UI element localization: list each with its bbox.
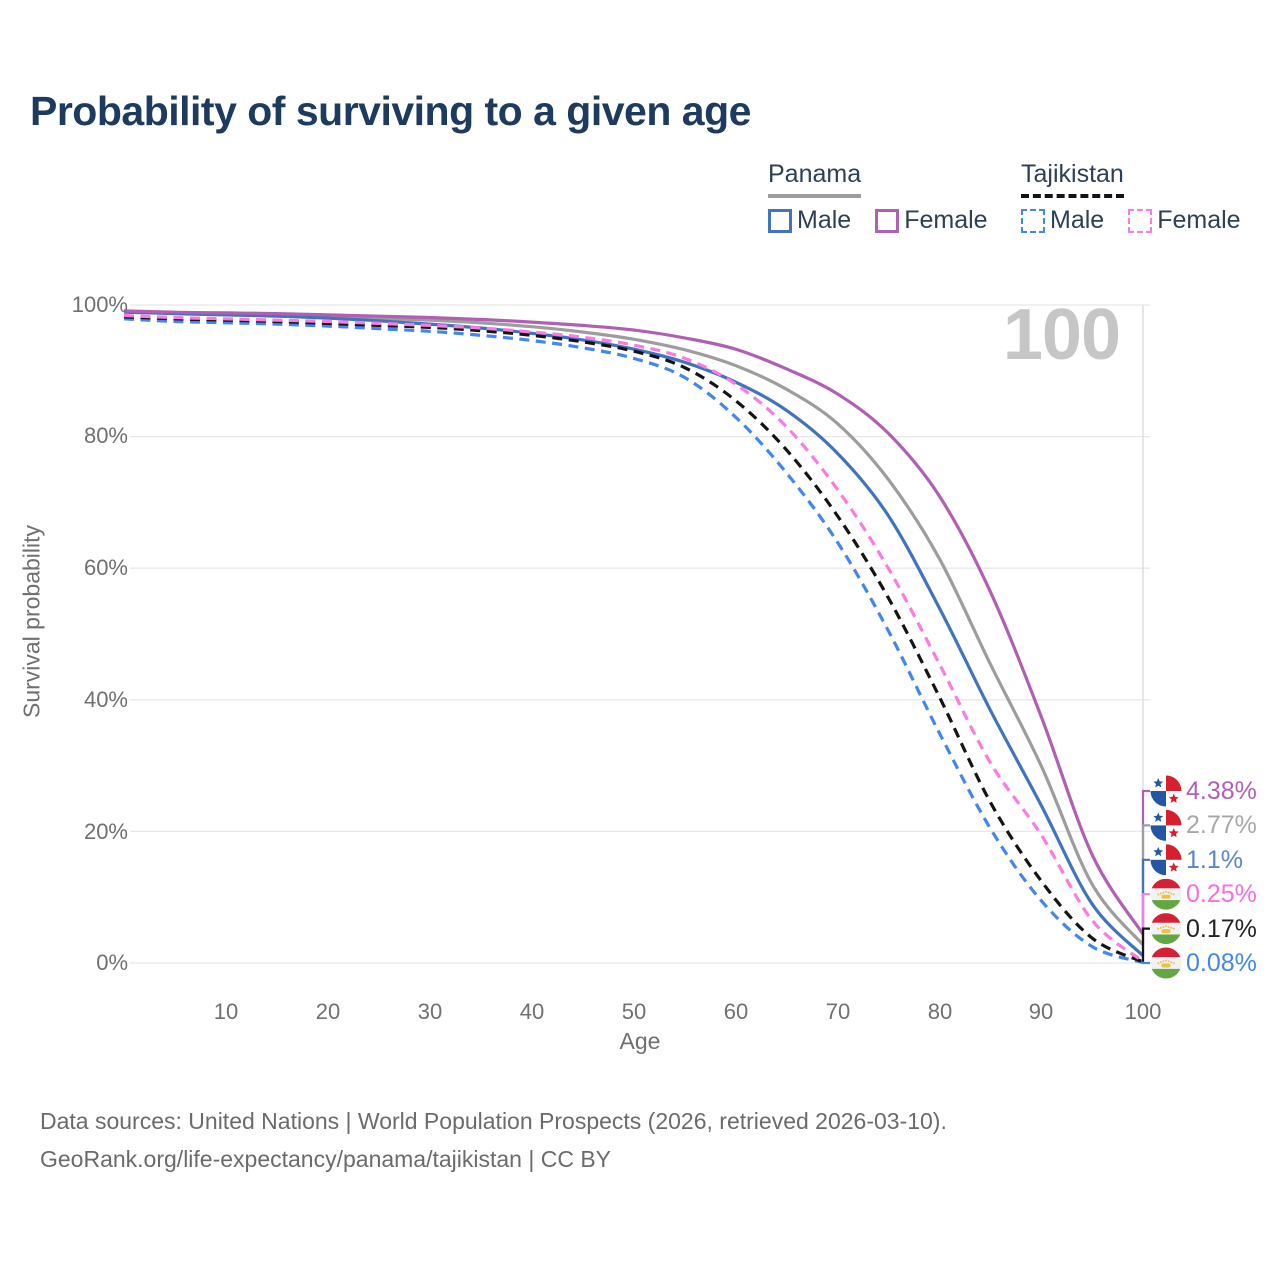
xtick-90: 90 — [1028, 999, 1054, 1024]
attribution-line: GeoRank.org/life-expectancy/panama/tajik… — [40, 1146, 612, 1172]
ytick-60: 60% — [83, 555, 128, 580]
flag-star — [1153, 812, 1164, 822]
panama-male-checkbox[interactable] — [768, 208, 792, 233]
survival-curve-tajikistan-both-sexes[interactable] — [123, 315, 1144, 964]
legend-item-panama-male[interactable]: Male — [768, 206, 851, 235]
end-label-panama-both: 2.77% — [1186, 811, 1257, 840]
legend-item-panama-female[interactable]: Female — [875, 206, 988, 235]
xtick-50: 50 — [621, 999, 647, 1024]
ytick-0: 0% — [96, 950, 128, 975]
ytick-80: 80% — [83, 423, 128, 448]
flag-panama-icon — [1150, 844, 1182, 876]
ytick-20: 20% — [83, 819, 128, 844]
legend-group-tajikistan: Tajikistan Male Female — [1021, 160, 1241, 235]
end-label-connector — [1141, 927, 1150, 962]
legend-item-label: Female — [904, 206, 988, 234]
survival-curve-tajikistan-male[interactable] — [123, 317, 1144, 965]
survival-curve-panama-female[interactable] — [123, 309, 1145, 936]
ytick-40: 40% — [83, 687, 128, 712]
legend-item-tajikistan-male[interactable]: Male — [1021, 206, 1104, 235]
legend-item-label: Female — [1157, 206, 1241, 234]
end-label-panama-female: 4.38% — [1186, 777, 1257, 805]
survival-curve-panama-both-sexes[interactable] — [123, 310, 1145, 946]
y-axis-title: Survival probability — [18, 524, 45, 719]
survival-curve-panama-male[interactable] — [123, 310, 1145, 957]
ytick-100: 100% — [71, 292, 128, 317]
xtick-40: 40 — [519, 999, 545, 1024]
flag-star — [1168, 793, 1179, 803]
xtick-20: 20 — [315, 999, 341, 1024]
end-label-tajikistan-both: 0.17% — [1186, 914, 1257, 943]
flag-panama-icon — [1150, 775, 1182, 807]
flag-star — [1153, 778, 1164, 788]
xtick-30: 30 — [417, 999, 443, 1024]
end-label-connector — [1141, 961, 1150, 965]
tajikistan-male-checkbox[interactable] — [1021, 208, 1045, 233]
flag-star — [1153, 846, 1164, 857]
panama-female-checkbox[interactable] — [875, 208, 900, 233]
legend-country-panama: Panama — [768, 160, 862, 198]
end-label-panama-male: 1.1% — [1186, 845, 1243, 874]
tajikistan-female-checkbox[interactable] — [1128, 208, 1153, 233]
data-sources-line: Data sources: United Nations | World Pop… — [40, 1108, 947, 1134]
xtick-70: 70 — [825, 999, 851, 1024]
xtick-80: 80 — [927, 999, 953, 1024]
legend-group-panama: Panama Male Female — [768, 160, 988, 235]
xtick-10: 10 — [213, 999, 239, 1024]
end-label-tajikistan-female: 0.25% — [1186, 880, 1257, 909]
x-axis-title: Age — [619, 1028, 661, 1054]
flag-tajikistan-icon — [1150, 913, 1182, 945]
flag-tajikistan-icon — [1150, 878, 1182, 910]
page-title: Probability of surviving to a given age — [30, 88, 751, 134]
flag-star — [1168, 862, 1179, 872]
flag-tajikistan-icon — [1150, 947, 1182, 979]
xtick-60: 60 — [723, 999, 749, 1024]
flag-panama-icon — [1150, 809, 1182, 841]
legend-country-tajikistan: Tajikistan — [1021, 160, 1124, 198]
hover-age-watermark: 100 — [1002, 295, 1121, 375]
end-label-tajikistan-male: 0.08% — [1186, 949, 1257, 977]
legend-item-label: Male — [1050, 206, 1105, 234]
legend-item-tajikistan-female[interactable]: Female — [1128, 206, 1241, 235]
xtick-100: 100 — [1124, 999, 1162, 1024]
flag-star — [1168, 827, 1179, 838]
survival-curve-tajikistan-female[interactable] — [123, 313, 1145, 963]
legend-item-label: Male — [797, 206, 852, 234]
